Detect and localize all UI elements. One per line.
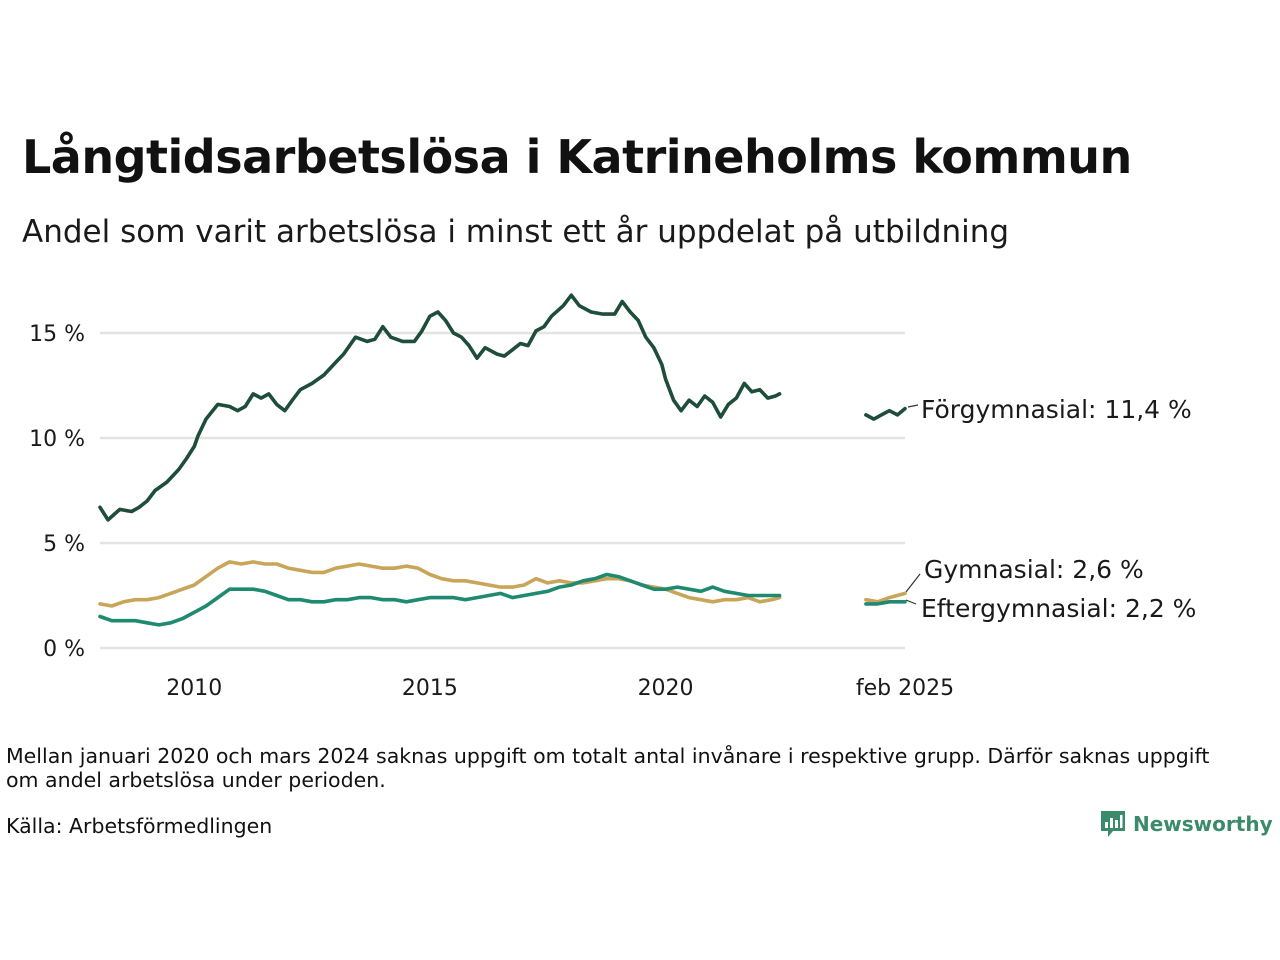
series-line-eftergymnasial-0	[98, 572, 782, 627]
series-end-labels: Förgymnasial: 11,4 % Gymnasial: 2,6 % Efte…	[905, 395, 1196, 623]
leader-line	[905, 573, 921, 593]
series-end-label: Gymnasial: 2,6 %	[924, 555, 1144, 584]
y-axis-ticks: 0 % 5 % 10 % 15 %	[29, 322, 85, 662]
chart-subtitle: Andel som varit arbetslösa i minst ett å…	[22, 214, 1010, 250]
y-tick-label: 10 %	[29, 427, 85, 452]
series-end-label: Förgymnasial: 11,4 %	[921, 395, 1192, 424]
x-tick-label: 2015	[402, 676, 458, 701]
x-tick-label: feb 2025	[856, 676, 954, 701]
series-line-förgymnasial-1	[864, 406, 907, 421]
newsworthy-logo[interactable]: Newsworthy	[1099, 808, 1273, 840]
footnote: Mellan januari 2020 och mars 2024 saknas…	[6, 744, 1210, 792]
y-tick-label: 15 %	[29, 322, 85, 347]
leader-line	[907, 404, 919, 408]
x-tick-label: 2020	[638, 676, 694, 701]
gridlines	[100, 331, 905, 650]
chart-title: Långtidsarbetslösa i Katrineholms kommun	[22, 130, 1132, 184]
y-tick-label: 0 %	[43, 637, 85, 662]
x-tick-label: 2010	[166, 676, 222, 701]
series-end-label: Eftergymnasial: 2,2 %	[921, 594, 1196, 623]
source-text: Källa: Arbetsförmedlingen	[6, 814, 273, 838]
series-line-gymnasial-0	[98, 560, 782, 608]
series-line-förgymnasial-0	[98, 293, 782, 522]
y-tick-label: 5 %	[43, 532, 85, 557]
x-axis-ticks: 2010 2015 2020 feb 2025	[166, 676, 954, 701]
series-lines	[98, 293, 907, 627]
series-line-eftergymnasial-1	[864, 600, 907, 606]
leader-line	[905, 599, 917, 605]
series-line-gymnasial-1	[864, 591, 907, 604]
bar-chart-speech-bubble-icon	[1101, 811, 1125, 837]
brand-name: Newsworthy	[1133, 812, 1273, 836]
